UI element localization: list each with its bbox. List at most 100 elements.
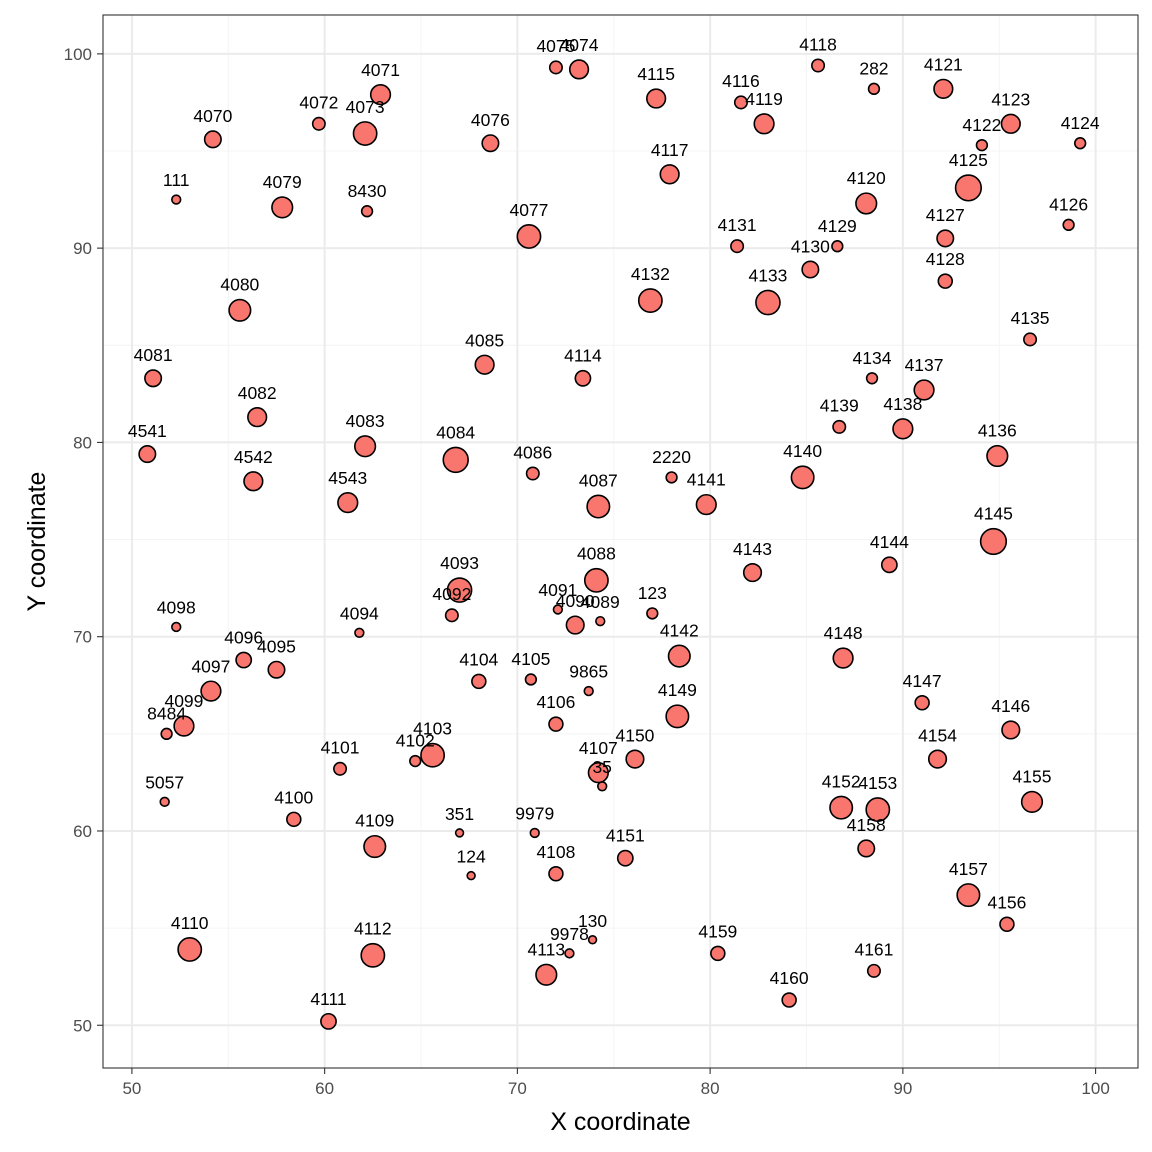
point-label: 4135: [1011, 308, 1050, 328]
point-label: 4127: [926, 205, 965, 225]
data-point: [228, 298, 252, 322]
data-point: [979, 527, 1008, 556]
data-point: [235, 651, 253, 669]
x-axis: 50 60 70 80 90 100: [122, 1068, 1110, 1098]
point-label: 4070: [193, 106, 232, 126]
data-point: [637, 288, 663, 314]
point-label: 4140: [783, 441, 822, 461]
data-point: [548, 60, 563, 75]
point-label: 4098: [157, 598, 196, 618]
point-label: 9865: [569, 662, 608, 682]
data-point: [444, 608, 459, 623]
point-label: 4126: [1049, 194, 1088, 214]
point-label: 4123: [991, 89, 1030, 109]
point-label: 4139: [820, 396, 859, 416]
point-label: 4119: [745, 89, 783, 109]
x-tick-label: 50: [122, 1079, 141, 1098]
data-point: [583, 685, 594, 697]
point-label: 4138: [883, 394, 922, 414]
data-point: [466, 870, 476, 881]
point-label: 4151: [606, 826, 645, 846]
data-point: [914, 694, 930, 711]
point-label: 4153: [858, 773, 897, 793]
data-point: [937, 273, 954, 289]
point-label: 9979: [515, 804, 554, 824]
data-point: [695, 493, 717, 516]
data-point: [474, 354, 495, 375]
point-label: 4099: [164, 691, 203, 711]
data-point: [247, 407, 268, 428]
y-tick-label: 80: [73, 433, 92, 452]
data-point: [173, 715, 195, 737]
data-point: [548, 716, 564, 732]
data-point: [710, 945, 726, 962]
grid-lines: [103, 15, 1138, 1068]
point-label: 4073: [346, 97, 385, 117]
data-point: [352, 121, 378, 146]
data-point: [742, 562, 763, 583]
data-points: [138, 58, 1087, 1030]
point-label: 4071: [361, 60, 400, 80]
point-label: 4092: [432, 584, 471, 604]
point-label: 4143: [733, 539, 772, 559]
data-point: [360, 942, 386, 968]
data-point: [587, 935, 598, 945]
data-point: [354, 435, 377, 458]
y-tick-label: 70: [73, 628, 92, 647]
data-point: [753, 113, 775, 135]
point-label: 4141: [687, 470, 726, 490]
data-point: [975, 138, 989, 152]
point-label: 4104: [459, 649, 498, 669]
point-label: 4082: [238, 383, 277, 403]
data-point: [552, 604, 564, 615]
data-point: [933, 78, 954, 99]
point-label: 4137: [905, 355, 944, 375]
data-point: [829, 795, 854, 820]
point-label: 4113: [527, 939, 565, 959]
data-point: [138, 445, 157, 464]
data-point: [892, 418, 914, 440]
point-label: 4130: [791, 236, 830, 256]
point-label: 4102: [396, 731, 435, 751]
data-point: [1062, 218, 1075, 232]
data-point: [524, 673, 538, 686]
point-label: 4147: [903, 671, 942, 691]
data-point: [574, 369, 592, 387]
data-point: [369, 84, 392, 106]
point-label: 4077: [509, 200, 548, 220]
point-label: 4114: [564, 346, 602, 366]
data-point: [832, 647, 854, 669]
data-point: [271, 196, 294, 219]
data-point: [243, 471, 264, 492]
point-label: 4100: [274, 787, 313, 807]
data-point: [781, 992, 797, 1008]
point-label: 2220: [652, 447, 691, 467]
data-point: [203, 130, 222, 149]
x-axis-title: X coordinate: [550, 1108, 690, 1136]
data-point: [267, 660, 286, 679]
point-label: 4089: [581, 592, 620, 612]
data-point: [446, 577, 473, 603]
data-point: [1001, 720, 1021, 740]
point-label: 4103: [413, 719, 452, 739]
data-point: [311, 116, 326, 131]
data-point: [144, 369, 163, 388]
point-label: 4543: [328, 468, 367, 488]
data-point: [420, 742, 446, 768]
point-label: 4159: [698, 921, 737, 941]
data-point: [667, 644, 691, 668]
point-label: 4106: [536, 692, 575, 712]
point-label: 4079: [263, 172, 302, 192]
data-point: [936, 229, 955, 248]
point-label: 9978: [550, 924, 589, 944]
y-tick-label: 50: [73, 1016, 92, 1035]
data-point: [865, 797, 891, 823]
point-label: 4125: [949, 150, 988, 170]
point-label: 4542: [234, 447, 273, 467]
data-point: [801, 260, 820, 279]
point-label: 4121: [924, 54, 963, 74]
data-point: [442, 446, 469, 474]
point-label: 4120: [847, 168, 886, 188]
point-label: 124: [457, 847, 486, 867]
